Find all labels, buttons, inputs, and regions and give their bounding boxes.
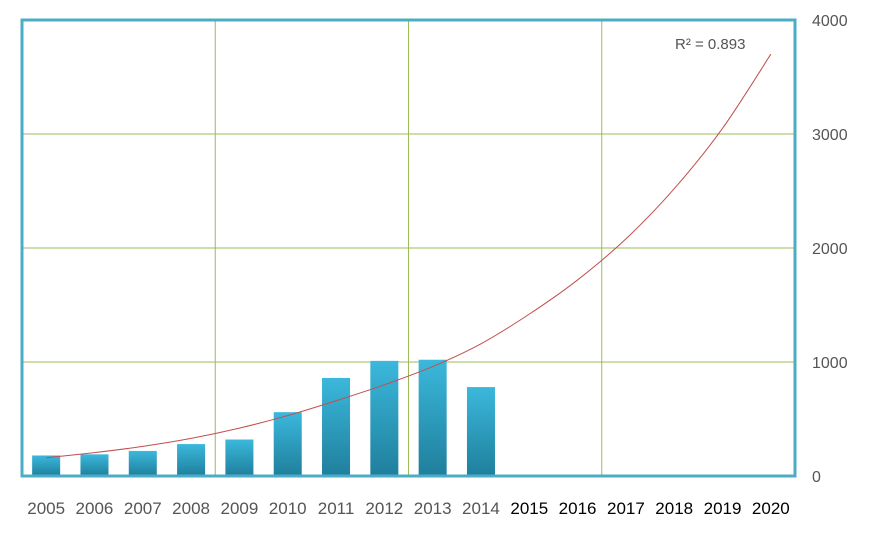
bar-2012: [370, 360, 399, 476]
x-tick-label: 2013: [414, 499, 452, 518]
bar-2009: [225, 439, 254, 476]
x-tick-label: 2011: [318, 499, 355, 518]
y-tick-label: 1000: [812, 355, 848, 372]
bar-2014: [466, 387, 495, 476]
x-tick-label: 2017: [607, 499, 645, 518]
y-tick-label: 3000: [812, 127, 848, 144]
y-tick-label: 2000: [812, 241, 848, 258]
x-tick-label: 2012: [365, 499, 403, 518]
x-tick-label: 2014: [462, 499, 500, 518]
x-tick-label: 2008: [172, 499, 210, 518]
trendline: [46, 53, 772, 459]
x-tick-label: 2018: [655, 499, 693, 518]
bar-2005: [32, 455, 61, 476]
bar-2011: [322, 377, 351, 476]
x-tick-label: 2010: [269, 499, 307, 518]
x-axis-ticks: 2005 2006 2007 2008 2009 2010 2011 2012 2013 2014…: [27, 499, 790, 518]
bars: [32, 359, 495, 476]
bar-2007: [128, 450, 157, 476]
bar-2013: [418, 359, 447, 476]
y-tick-label: 0: [812, 469, 821, 486]
x-tick-label: 2007: [124, 499, 162, 518]
x-tick-label: 2006: [76, 499, 114, 518]
bar-2006: [80, 454, 109, 476]
x-tick-label: 2005: [27, 499, 65, 518]
bar-2008: [177, 444, 206, 476]
grid-lines: [22, 19, 795, 477]
y-tick-label: 4000: [812, 13, 848, 30]
x-tick-label: 2016: [559, 499, 597, 518]
x-tick-label: 2019: [704, 499, 742, 518]
plot-frame: [20, 18, 797, 478]
trendline-group: [46, 53, 772, 459]
x-tick-label: 2015: [510, 499, 548, 518]
r-squared-label: R² = 0.893: [675, 36, 745, 53]
y-axis-ticks: 0 1000 2000 3000 4000: [812, 13, 848, 486]
bar-2010: [273, 412, 302, 476]
x-tick-label: 2009: [220, 499, 258, 518]
x-tick-label: 2020: [752, 499, 790, 518]
